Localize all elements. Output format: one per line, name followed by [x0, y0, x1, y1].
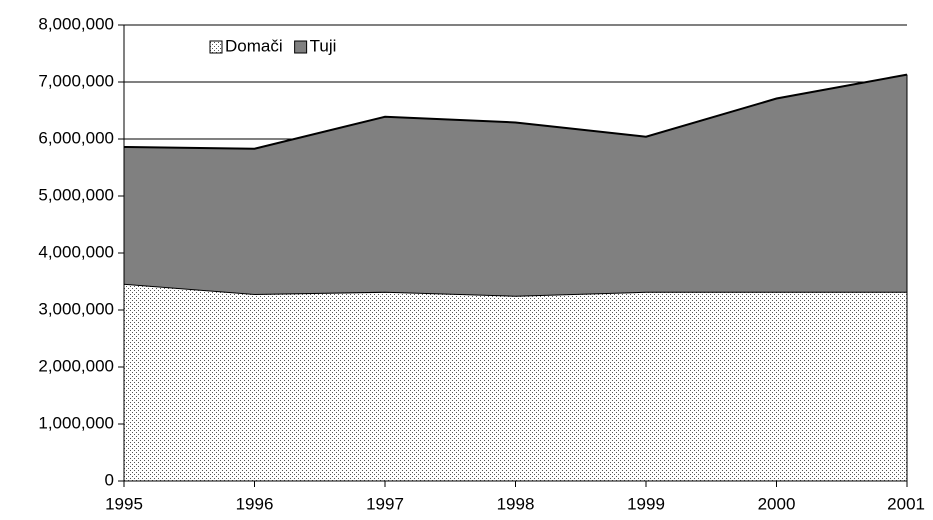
legend-swatch	[294, 40, 308, 54]
y-tick-label: 7,000,000	[38, 71, 114, 90]
y-tick-label: 4,000,000	[38, 242, 114, 261]
x-tick-label: 2000	[758, 494, 796, 513]
area-edge	[123, 73, 908, 150]
legend-label: Tuji	[310, 36, 337, 55]
y-tick-label: 5,000,000	[38, 185, 114, 204]
y-tick-label: 0	[105, 470, 114, 489]
x-tick-label: 2001	[887, 494, 925, 513]
x-tick-label: 1995	[105, 494, 143, 513]
y-tick-label: 2,000,000	[38, 356, 114, 375]
legend-label: Domači	[225, 36, 283, 55]
x-tick-label: 1996	[236, 494, 274, 513]
area	[124, 74, 907, 296]
y-tick-label: 6,000,000	[38, 128, 114, 147]
x-tick-label: 1998	[497, 494, 535, 513]
x-tick-label: 1999	[627, 494, 665, 513]
legend-swatch	[209, 40, 223, 54]
y-tick-label: 3,000,000	[38, 299, 114, 318]
x-tick-label: 1997	[366, 494, 404, 513]
y-tick-label: 8,000,000	[38, 14, 114, 33]
area	[124, 283, 907, 481]
y-tick-label: 1,000,000	[38, 413, 114, 432]
